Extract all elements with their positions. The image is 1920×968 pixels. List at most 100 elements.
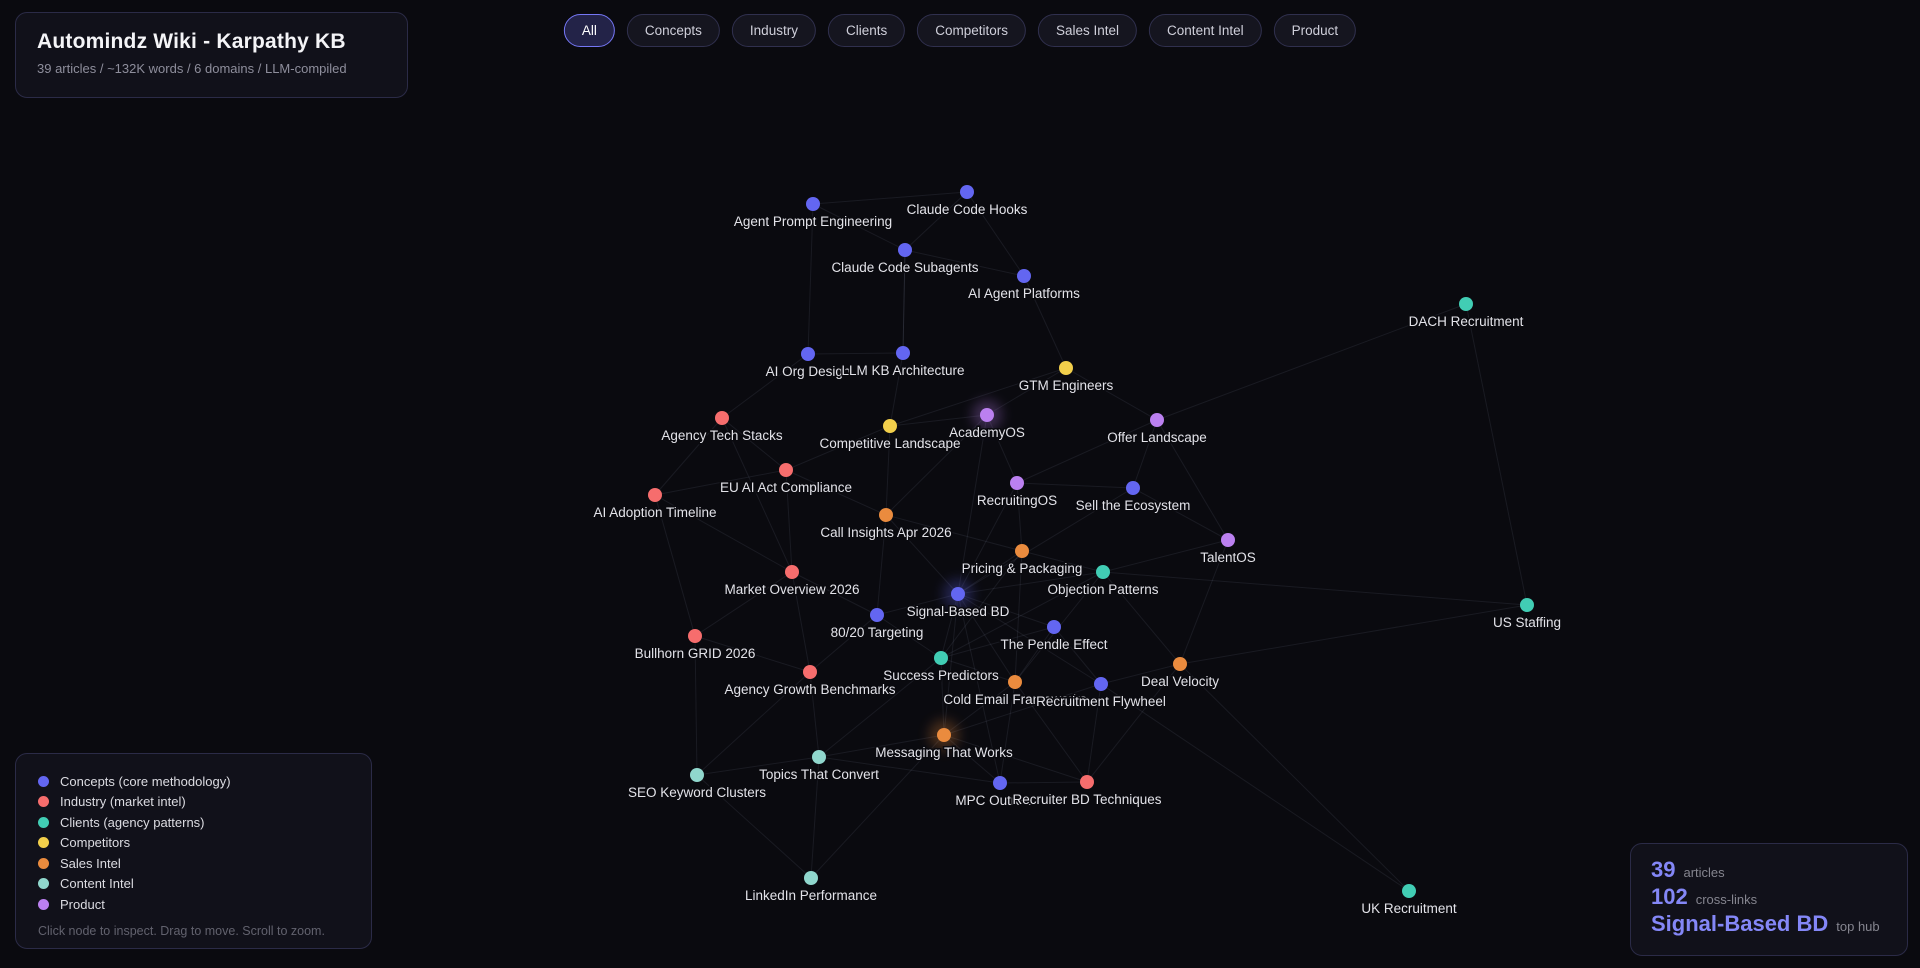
node-dot-cold-email-frameworks[interactable] bbox=[1008, 675, 1022, 689]
node-dot-signal-based-bd[interactable] bbox=[951, 587, 965, 601]
graph-node-market-overview-2026[interactable]: Market Overview 2026 bbox=[723, 565, 861, 599]
graph-node-objection-patterns[interactable]: Objection Patterns bbox=[1046, 565, 1160, 599]
graph-node-gtm-engineers[interactable]: GTM Engineers bbox=[1017, 361, 1115, 395]
graph-node-competitive-landscape[interactable]: Competitive Landscape bbox=[818, 419, 962, 453]
node-dot-talentos[interactable] bbox=[1221, 533, 1235, 547]
node-dot-ai-org-design[interactable] bbox=[801, 347, 815, 361]
node-dot-agency-tech-stacks[interactable] bbox=[715, 411, 729, 425]
graph-node-dach-recruitment[interactable]: DACH Recruitment bbox=[1407, 297, 1525, 331]
graph-edge bbox=[654, 494, 793, 573]
node-dot-ai-adoption-timeline[interactable] bbox=[648, 488, 662, 502]
graph-edge bbox=[1179, 604, 1528, 665]
node-dot-us-staffing[interactable] bbox=[1520, 598, 1534, 612]
graph-node-sell-the-ecosystem[interactable]: Sell the Ecosystem bbox=[1074, 481, 1192, 515]
filter-tab-sales-intel[interactable]: Sales Intel bbox=[1038, 14, 1138, 47]
graph-edge bbox=[986, 367, 1067, 416]
node-dot-bullhorn-grid-2026[interactable] bbox=[688, 629, 702, 643]
filter-tab-all[interactable]: All bbox=[563, 14, 615, 47]
node-dot-mpc-outreach[interactable] bbox=[993, 776, 1007, 790]
node-dot-claude-code-subagents[interactable] bbox=[898, 243, 912, 257]
graph-node-cold-email-frameworks[interactable]: Cold Email Frameworks bbox=[942, 675, 1088, 709]
filter-tab-concepts[interactable]: Concepts bbox=[626, 14, 720, 47]
node-dot-linkedin-performance[interactable] bbox=[804, 871, 818, 885]
graph-node-academyos[interactable]: AcademyOS bbox=[948, 400, 1026, 442]
filter-tab-industry[interactable]: Industry bbox=[731, 14, 816, 47]
graph-node-80-20-targeting[interactable]: 80/20 Targeting bbox=[829, 608, 925, 642]
graph-edge bbox=[785, 469, 887, 516]
node-dot-recruitingos[interactable] bbox=[1010, 476, 1024, 490]
node-dot-agent-prompt-engineering[interactable] bbox=[806, 197, 820, 211]
node-dot-the-pendle-effect[interactable] bbox=[1047, 620, 1061, 634]
filter-tab-clients[interactable]: Clients bbox=[827, 14, 906, 47]
graph-node-seo-keyword-clusters[interactable]: SEO Keyword Clusters bbox=[626, 768, 768, 802]
graph-node-uk-recruitment[interactable]: UK Recruitment bbox=[1360, 884, 1458, 918]
node-dot-pricing-packaging[interactable] bbox=[1015, 544, 1029, 558]
node-dot-agency-growth-benchmarks[interactable] bbox=[803, 665, 817, 679]
graph-node-call-insights-apr-2026[interactable]: Call Insights Apr 2026 bbox=[819, 508, 953, 542]
graph-node-claude-code-hooks[interactable]: Claude Code Hooks bbox=[905, 185, 1029, 219]
node-dot-academyos[interactable] bbox=[980, 408, 994, 422]
graph-node-eu-ai-act-compliance[interactable]: EU AI Act Compliance bbox=[718, 463, 854, 497]
graph-node-recruitment-flywheel[interactable]: Recruitment Flywheel bbox=[1035, 677, 1167, 711]
legend-panel: Concepts (core methodology) Industry (mar… bbox=[15, 753, 372, 949]
stats-panel: 39 articles 102 cross-links Signal-Based BD t… bbox=[1630, 843, 1908, 956]
node-dot-offer-landscape[interactable] bbox=[1150, 413, 1164, 427]
graph-node-topics-that-convert[interactable]: Topics That Convert bbox=[758, 750, 881, 784]
node-dot-llm-kb-architecture[interactable] bbox=[896, 346, 910, 360]
graph-node-recruitingos[interactable]: RecruitingOS bbox=[975, 476, 1059, 510]
graph-node-bullhorn-grid-2026[interactable]: Bullhorn GRID 2026 bbox=[633, 629, 757, 663]
legend-item-industry-market-intel: Industry (market intel) bbox=[38, 792, 349, 813]
graph-node-messaging-that-works[interactable]: Messaging That Works bbox=[874, 720, 1015, 762]
graph-edge bbox=[957, 593, 1102, 685]
graph-edge bbox=[940, 550, 1023, 659]
node-dot-sell-the-ecosystem[interactable] bbox=[1126, 481, 1140, 495]
graph-node-llm-kb-architecture[interactable]: LLM KB Architecture bbox=[840, 346, 966, 380]
graph-node-deal-velocity[interactable]: Deal Velocity bbox=[1139, 657, 1221, 691]
node-dot-topics-that-convert[interactable] bbox=[812, 750, 826, 764]
graph-node-offer-landscape[interactable]: Offer Landscape bbox=[1106, 413, 1208, 447]
node-dot-success-predictors[interactable] bbox=[934, 651, 948, 665]
graph-node-recruiter-bd-techniques[interactable]: Recruiter BD Techniques bbox=[1011, 775, 1163, 809]
graph-node-agency-growth-benchmarks[interactable]: Agency Growth Benchmarks bbox=[723, 665, 897, 699]
node-dot-gtm-engineers[interactable] bbox=[1059, 361, 1073, 375]
filter-tab-competitors[interactable]: Competitors bbox=[917, 14, 1026, 47]
graph-edge bbox=[999, 781, 1088, 784]
legend-label: Concepts (core methodology) bbox=[60, 773, 231, 789]
graph-node-success-predictors[interactable]: Success Predictors bbox=[882, 651, 1001, 685]
graph-node-pricing-packaging[interactable]: Pricing & Packaging bbox=[960, 544, 1084, 578]
node-dot-dach-recruitment[interactable] bbox=[1459, 297, 1473, 311]
graph-node-talentos[interactable]: TalentOS bbox=[1199, 533, 1257, 567]
node-dot-competitive-landscape[interactable] bbox=[883, 419, 897, 433]
node-dot-call-insights-apr-2026[interactable] bbox=[879, 508, 893, 522]
legend-dot-icon bbox=[38, 775, 49, 787]
graph-node-ai-adoption-timeline[interactable]: AI Adoption Timeline bbox=[592, 488, 718, 522]
graph-node-linkedin-performance[interactable]: LinkedIn Performance bbox=[743, 871, 879, 905]
node-dot-recruitment-flywheel[interactable] bbox=[1094, 677, 1108, 691]
node-dot-seo-keyword-clusters[interactable] bbox=[690, 768, 704, 782]
node-dot-ai-agent-platforms[interactable] bbox=[1017, 269, 1031, 283]
node-dot-recruiter-bd-techniques[interactable] bbox=[1080, 775, 1094, 789]
node-dot-deal-velocity[interactable] bbox=[1173, 657, 1187, 671]
filter-tab-product[interactable]: Product bbox=[1273, 14, 1357, 47]
graph-edge bbox=[885, 425, 891, 516]
node-dot-objection-patterns[interactable] bbox=[1096, 565, 1110, 579]
graph-node-mpc-outreach[interactable]: MPC Outreach bbox=[954, 776, 1046, 810]
node-dot-uk-recruitment[interactable] bbox=[1402, 884, 1416, 898]
node-dot-market-overview-2026[interactable] bbox=[785, 565, 799, 579]
graph-node-signal-based-bd[interactable]: Signal-Based BD bbox=[905, 579, 1011, 621]
graph-node-claude-code-subagents[interactable]: Claude Code Subagents bbox=[830, 243, 980, 277]
graph-node-ai-agent-platforms[interactable]: AI Agent Platforms bbox=[967, 269, 1082, 303]
graph-node-us-staffing[interactable]: US Staffing bbox=[1491, 598, 1563, 632]
graph-edge bbox=[904, 191, 968, 251]
graph-node-ai-org-design[interactable]: AI Org Design bbox=[764, 347, 852, 381]
graph-edge bbox=[1065, 367, 1158, 421]
node-dot-claude-code-hooks[interactable] bbox=[960, 185, 974, 199]
node-dot-80-20-targeting[interactable] bbox=[870, 608, 884, 622]
node-dot-messaging-that-works[interactable] bbox=[937, 728, 951, 742]
filter-tab-content-intel[interactable]: Content Intel bbox=[1149, 14, 1262, 47]
graph-node-agent-prompt-engineering[interactable]: Agent Prompt Engineering bbox=[732, 197, 894, 231]
graph-node-the-pendle-effect[interactable]: The Pendle Effect bbox=[999, 620, 1109, 654]
node-dot-eu-ai-act-compliance[interactable] bbox=[779, 463, 793, 477]
graph-node-agency-tech-stacks[interactable]: Agency Tech Stacks bbox=[660, 411, 784, 445]
